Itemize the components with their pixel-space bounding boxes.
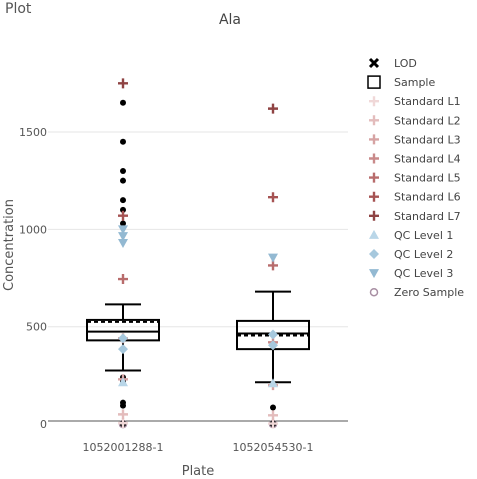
legend-label: QC Level 2	[394, 248, 453, 261]
qc3-point	[118, 232, 128, 242]
legend-item-std2[interactable]: Standard L2	[369, 114, 461, 127]
box-plots	[86, 290, 310, 384]
legend-label: Standard L2	[394, 114, 461, 127]
legend-item-zero[interactable]: Zero Sample	[369, 286, 465, 299]
legend-label: Standard L3	[394, 133, 461, 146]
sample-point	[120, 206, 126, 213]
std5-legend-icon	[369, 172, 379, 183]
qc1-point	[268, 378, 278, 388]
legend-label: Sample	[394, 76, 435, 89]
std3-legend-icon	[369, 134, 379, 145]
std6-point	[118, 210, 128, 221]
legend-label: LOD	[394, 57, 417, 70]
legend-item-qc3[interactable]: QC Level 3	[369, 267, 453, 280]
zero-legend-icon	[369, 287, 379, 297]
qc2-point	[268, 340, 278, 351]
legend-label: Standard L1	[394, 95, 461, 108]
y-axis-label: Concentration	[2, 199, 17, 291]
qc2-point	[268, 329, 278, 340]
std4-legend-icon	[369, 153, 379, 164]
y-tick-label: 0	[40, 418, 47, 431]
x-axis-label: Plate	[182, 464, 215, 479]
y-tick-label: 500	[26, 321, 47, 334]
legend-item-sample[interactable]: Sample	[367, 75, 435, 89]
sample-point	[120, 167, 126, 174]
sample-point	[120, 220, 126, 227]
data-points	[118, 78, 278, 429]
legend-item-std3[interactable]: Standard L3	[369, 133, 461, 146]
legend-label: Standard L7	[394, 210, 461, 223]
std2-legend-icon	[369, 115, 379, 126]
legend-item-std5[interactable]: Standard L5	[369, 172, 461, 185]
sample-point	[120, 138, 126, 145]
legend-item-std1[interactable]: Standard L1	[369, 95, 461, 108]
legend-item-qc1[interactable]: QC Level 1	[369, 229, 453, 242]
sample-point	[120, 177, 126, 184]
qc2-point	[118, 333, 128, 344]
legend-label: Standard L4	[394, 153, 461, 166]
y-tick-label: 1000	[19, 223, 47, 236]
std2-point	[118, 409, 128, 420]
sample-legend-icon	[367, 75, 381, 89]
qc3-point	[118, 225, 128, 235]
legend-label: Standard L6	[394, 191, 461, 204]
panel-title: Plot	[5, 1, 32, 17]
legend-label: QC Level 3	[394, 267, 453, 280]
legend-item-std4[interactable]: Standard L4	[369, 153, 461, 166]
sample-point	[120, 197, 126, 204]
std2-point	[268, 410, 278, 421]
qc2-legend-icon	[369, 249, 379, 259]
std1-point	[118, 418, 128, 429]
qc3-legend-icon	[369, 269, 379, 279]
std6-point	[268, 192, 278, 203]
box-plot	[236, 290, 310, 384]
grid-lines	[48, 131, 348, 328]
legend-item-std6[interactable]: Standard L6	[369, 191, 461, 204]
sample-point	[270, 404, 276, 411]
legend-label: Zero Sample	[394, 286, 464, 299]
lod-legend-icon	[368, 57, 380, 69]
legend-label: Standard L5	[394, 172, 461, 185]
std7-point	[118, 78, 128, 89]
y-tick-labels: 0 500 1000 1500	[19, 126, 47, 431]
std7-point	[268, 103, 278, 114]
std5-point	[118, 274, 128, 285]
std1-point	[268, 418, 278, 429]
qc3-point	[268, 253, 278, 263]
box-plot	[86, 303, 160, 372]
std7-legend-icon	[369, 210, 379, 221]
legend-item-lod[interactable]: LOD	[368, 57, 417, 70]
qc1-legend-icon	[369, 229, 379, 239]
std6-legend-icon	[369, 191, 379, 202]
legend-item-std7[interactable]: Standard L7	[369, 210, 461, 223]
x-tick-labels: 1052001288-1 1052054530-1	[83, 441, 314, 454]
qc1-point	[118, 377, 128, 387]
sample-point	[120, 402, 126, 409]
y-tick-label: 1500	[19, 126, 47, 139]
legend-label: QC Level 1	[394, 229, 453, 242]
legend[interactable]: LOD Sample Standard L1 Standard L2 Standard …	[367, 57, 465, 299]
legend-item-qc2[interactable]: QC Level 2	[369, 248, 453, 261]
x-tick-label: 1052001288-1	[83, 441, 164, 454]
qc2-point	[118, 344, 128, 355]
qc3-point	[118, 239, 128, 248]
x-tick-label: 1052054530-1	[233, 441, 314, 454]
chart-title: Ala	[219, 12, 241, 28]
sample-point	[120, 99, 126, 106]
std5-point	[268, 260, 278, 271]
std1-legend-icon	[369, 96, 379, 107]
